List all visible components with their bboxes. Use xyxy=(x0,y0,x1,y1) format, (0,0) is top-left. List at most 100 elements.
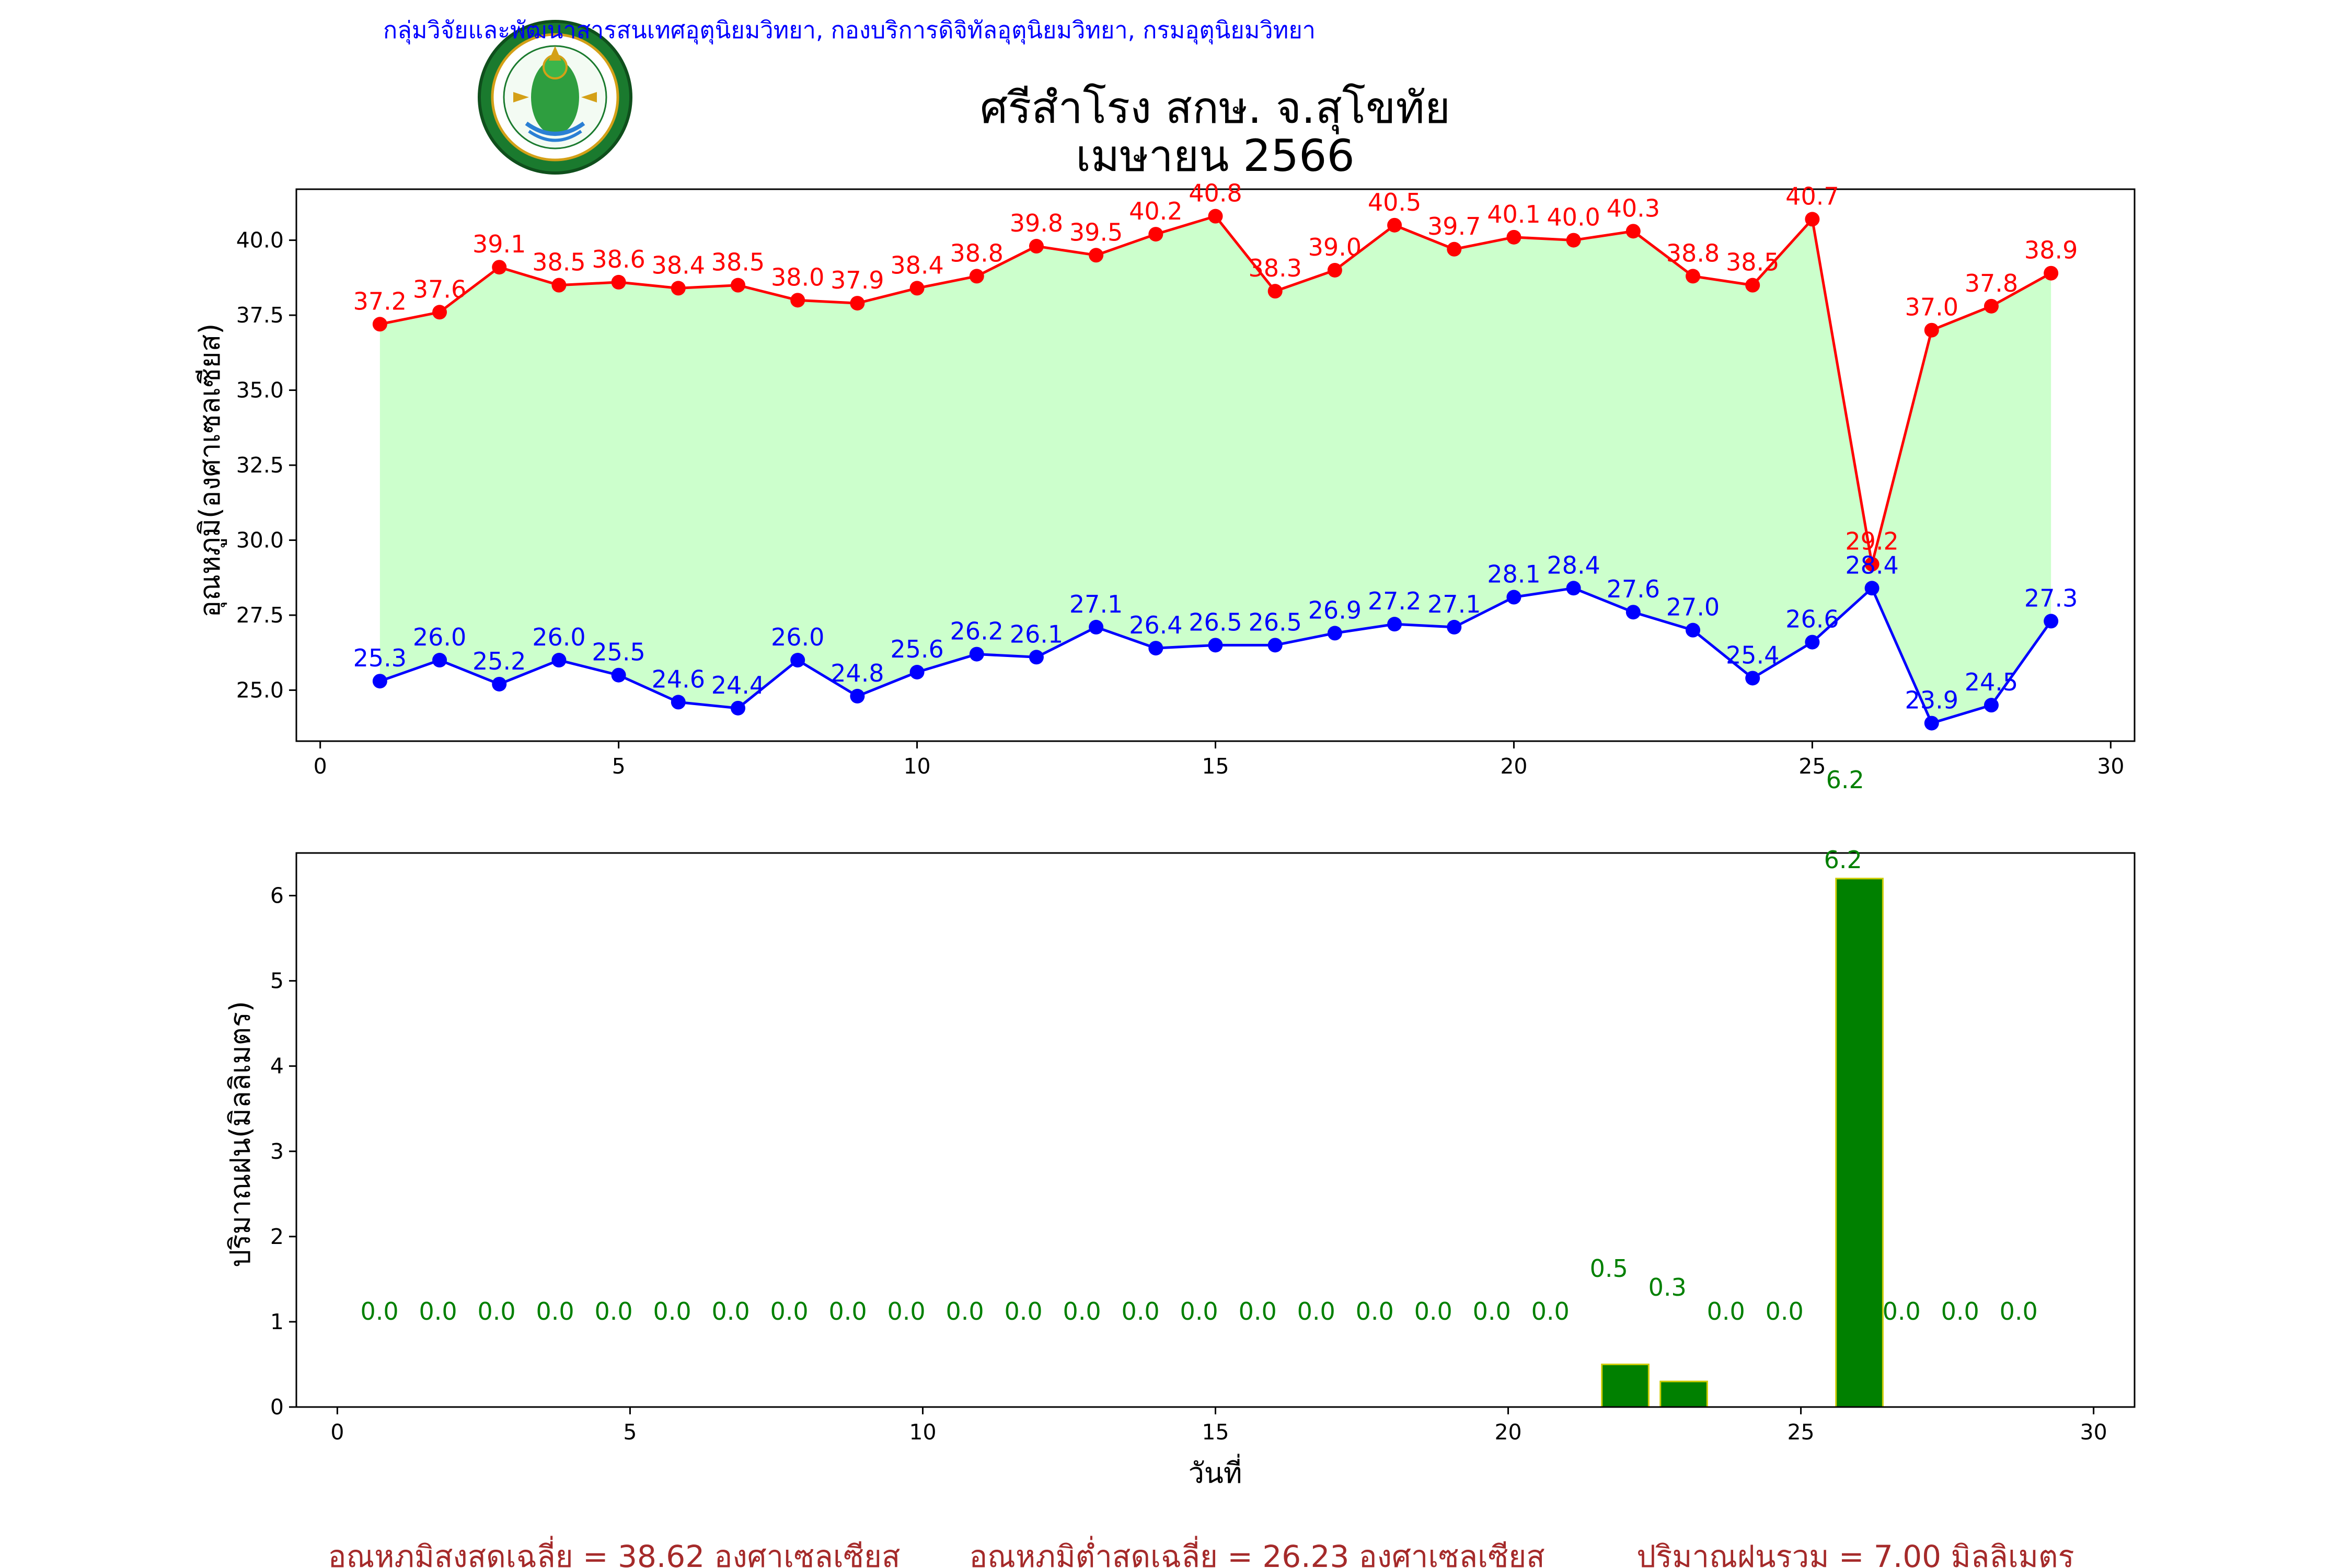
temperature-y-tick-label: 25.0 xyxy=(236,677,284,702)
min-temperature-point xyxy=(432,653,447,668)
min-temperature-point xyxy=(850,688,865,704)
max-temperature-label: 38.3 xyxy=(1248,254,1301,282)
temperature-y-tick-label: 30.0 xyxy=(236,527,284,552)
chart-title-station: ศรีสำโรง สกษ. จ.สุโขทัย xyxy=(980,82,1450,135)
rainfall-value-label: 0.0 xyxy=(946,1297,984,1325)
max-temperature-label: 38.5 xyxy=(711,248,765,276)
min-temperature-point xyxy=(1447,619,1462,635)
max-temperature-label: 37.8 xyxy=(1965,269,2018,297)
rainfall-y-axis-label: ปริมาณฝน(มิลลิเมตร) xyxy=(224,1001,257,1267)
min-temperature-point xyxy=(1148,641,1163,656)
rainfall-value-label: 0.0 xyxy=(1122,1297,1160,1325)
temperature-range-band xyxy=(379,216,2051,723)
max-temperature-point xyxy=(1208,209,1223,224)
rainfall-value-label: 0.0 xyxy=(536,1297,574,1325)
max-temperature-point xyxy=(2044,266,2059,281)
max-temperature-point xyxy=(1566,233,1581,248)
min-temperature-point xyxy=(2044,614,2059,629)
rainfall-y-tick-label: 6 xyxy=(270,883,284,908)
max-temperature-point xyxy=(1805,212,1820,227)
max-temperature-point xyxy=(790,293,805,308)
min-temperature-point xyxy=(909,665,925,679)
max-temperature-point xyxy=(1148,227,1163,242)
rainfall-bar xyxy=(1659,1380,1708,1408)
rainfall-value-label: 0.0 xyxy=(1473,1297,1511,1325)
rainfall-y-tick-label: 5 xyxy=(270,969,284,994)
max-temperature-label: 38.0 xyxy=(771,263,824,291)
rainfall-x-tick-label: 30 xyxy=(2080,1420,2107,1445)
rainfall-x-tick-label: 0 xyxy=(330,1420,344,1445)
rainfall-value-label: 0.0 xyxy=(1941,1297,1979,1325)
rainfall-value-label: 0.0 xyxy=(1707,1297,1745,1325)
rainfall-x-axis-label: วันที่ xyxy=(1189,1454,1242,1490)
max-temperature-point xyxy=(1864,557,1880,572)
min-temperature-label: 24.8 xyxy=(831,659,884,687)
rainfall-value-label: 0.0 xyxy=(1063,1297,1101,1325)
max-temperature-label: 38.5 xyxy=(532,248,585,276)
rainfall-value-label: 0.3 xyxy=(1648,1273,1687,1301)
max-temperature-point xyxy=(969,269,984,284)
rainfall-value-label: 0.0 xyxy=(829,1297,867,1325)
temperature-x-tick-label: 30 xyxy=(2097,754,2124,779)
max-temperature-point xyxy=(1984,298,1999,314)
max-temperature-label: 40.3 xyxy=(1607,194,1660,222)
max-temperature-point xyxy=(1447,241,1462,257)
min-temperature-label: 25.5 xyxy=(592,638,645,666)
rainfall-value-label: 0.0 xyxy=(1766,1297,1804,1325)
max-temperature-label: 38.6 xyxy=(592,245,645,273)
max-temperature-point xyxy=(432,305,447,320)
max-temperature-point xyxy=(492,260,507,275)
rainfall-plot: 0 5 10 15 20 25 30 0 1 2 3 4 5 6 0.0 0.0 0.0 0.0 0.0 0.0 0.0… xyxy=(270,846,2136,1445)
temperature-x-tick-label: 20 xyxy=(1500,754,1527,779)
max-temperature-label: 38.8 xyxy=(950,239,1004,267)
max-temperature-point xyxy=(909,281,925,296)
rainfall-y-tick-label: 2 xyxy=(270,1224,284,1249)
min-temperature-label: 27.2 xyxy=(1368,587,1421,615)
min-temperature-label: 23.9 xyxy=(1905,686,1958,714)
summary-total-rain: ปริมาณฝนรวม = 7.00 มิลลิเมตร xyxy=(1636,1539,2074,1568)
max-temperature-label: 39.7 xyxy=(1427,212,1481,240)
min-temperature-point xyxy=(551,653,567,668)
min-temperature-point xyxy=(1745,671,1760,686)
min-temperature-label: 27.1 xyxy=(1069,590,1123,618)
temperature-x-tick-label: 10 xyxy=(903,754,930,779)
min-temperature-point xyxy=(1566,581,1581,596)
temperature-y-tick-label: 32.5 xyxy=(236,453,284,478)
rainfall-y-tick-label: 3 xyxy=(270,1139,284,1164)
min-temperature-point xyxy=(1029,650,1044,665)
min-temperature-label: 28.4 xyxy=(1547,551,1600,579)
rainfall-value-label: 0.0 xyxy=(653,1297,691,1325)
min-temperature-label: 28.1 xyxy=(1487,560,1540,589)
rainfall-bar xyxy=(1835,878,1884,1408)
temperature-x-tick-label: 5 xyxy=(612,754,626,779)
summary-average-max: อุณหภูมิสูงสุดเฉลี่ย = 38.62 องศาเซลเซีย… xyxy=(328,1536,901,1568)
rainfall-y-tick-label: 4 xyxy=(270,1054,284,1079)
rainfall-value-label: 0.0 xyxy=(1356,1297,1394,1325)
min-temperature-point xyxy=(1686,622,1701,638)
rainfall-value-label: 0.0 xyxy=(1239,1297,1277,1325)
max-temperature-label: 40.8 xyxy=(1189,179,1242,207)
rainfall-value-label: 0.0 xyxy=(419,1297,457,1325)
min-temperature-label: 26.9 xyxy=(1308,596,1362,624)
rainfall-value-label: 0.0 xyxy=(2000,1297,2038,1325)
max-temperature-point xyxy=(671,281,686,296)
temperature-x-tick-label: 15 xyxy=(1202,754,1229,779)
min-temperature-label: 27.3 xyxy=(2024,584,2078,612)
max-temperature-label: 37.6 xyxy=(413,275,466,303)
rainfall-value-label: 0.0 xyxy=(1883,1297,1921,1325)
rainfall-value-label: 0.0 xyxy=(477,1297,515,1325)
max-temperature-label: 38.5 xyxy=(1726,248,1779,276)
min-temperature-label: 27.1 xyxy=(1427,590,1481,618)
max-temperature-label: 39.5 xyxy=(1069,218,1123,246)
rainfall-x-tick-label: 20 xyxy=(1494,1420,1521,1445)
max-temperature-label: 38.8 xyxy=(1666,239,1720,267)
min-temperature-label: 26.5 xyxy=(1189,608,1242,636)
min-temperature-point xyxy=(969,647,984,662)
rainfall-value-label: 6.2 xyxy=(1824,846,1862,874)
min-temperature-label: 25.6 xyxy=(890,635,943,663)
rainfall-value-label: 0.0 xyxy=(1180,1297,1218,1325)
rainfall-value-label: 0.5 xyxy=(1590,1254,1628,1283)
min-temperature-label: 27.0 xyxy=(1666,593,1720,621)
max-temperature-label: 40.1 xyxy=(1487,200,1540,228)
rainfall-x-tick-label: 25 xyxy=(1787,1420,1814,1445)
